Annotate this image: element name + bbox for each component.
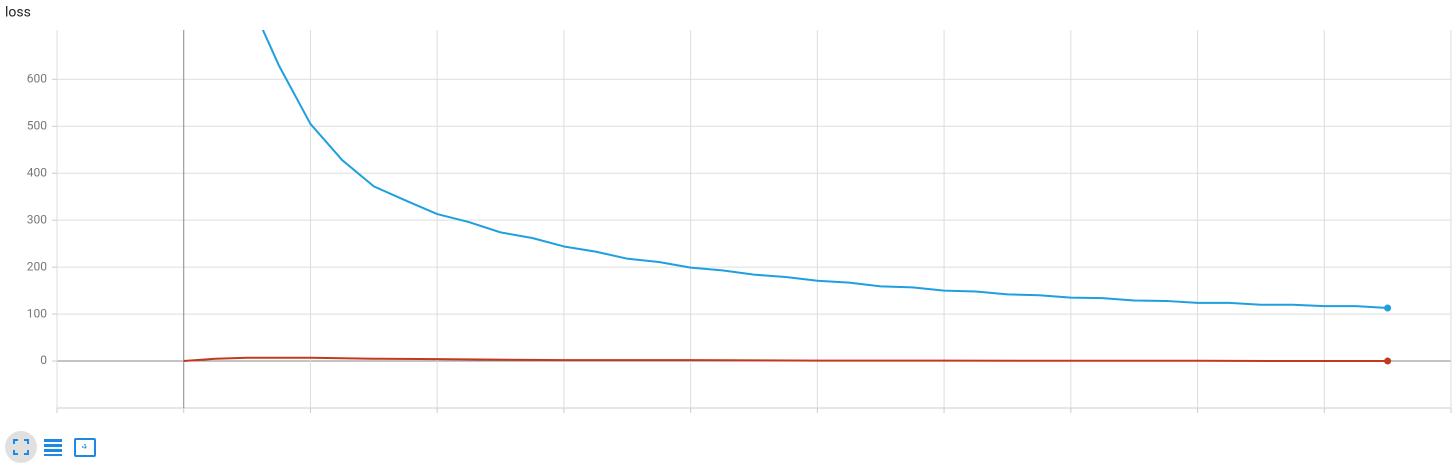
last-point	[1384, 304, 1392, 312]
y-tick-label: 200	[27, 259, 47, 273]
y-tick-label: 400	[27, 165, 47, 179]
y-tick-label: 300	[27, 212, 47, 226]
fullscreen-icon	[13, 439, 29, 455]
toggle-log-button[interactable]	[44, 439, 62, 456]
series-line	[183, 356, 1388, 363]
series-line	[261, 30, 1388, 309]
y-tick-label: 600	[27, 71, 47, 85]
y-tick-label: 500	[27, 118, 47, 132]
last-point	[1384, 357, 1392, 365]
y-tick-label: 100	[27, 306, 47, 320]
plot-area	[183, 30, 1392, 365]
y-tick-label: 0	[40, 353, 47, 367]
fullscreen-button[interactable]	[5, 431, 37, 463]
grid: 0 100 200 300 400 500 600	[27, 30, 1452, 413]
fit-domain-button[interactable]	[74, 438, 96, 457]
chart-title: loss	[5, 5, 31, 21]
toolbar	[5, 431, 96, 463]
